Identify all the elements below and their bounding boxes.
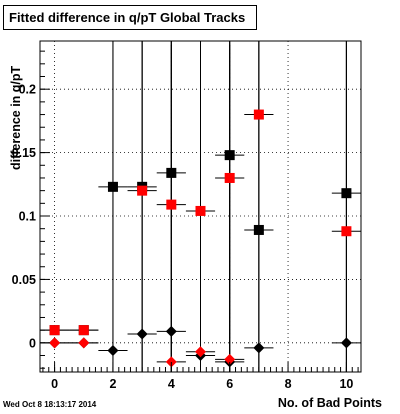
square-marker xyxy=(137,185,148,196)
diamond-marker xyxy=(253,342,265,354)
y-tick-label: 0.1 xyxy=(19,210,36,224)
x-tick-label: 2 xyxy=(109,377,116,391)
diamond-marker xyxy=(49,337,61,349)
x-tick-label: 0 xyxy=(51,377,58,391)
tick-labels: 0 2 4 6 8 10 0 0.05 0.1 0.15 0.2 xyxy=(12,83,354,391)
square-marker xyxy=(341,226,352,237)
data-markers xyxy=(49,109,352,368)
square-marker xyxy=(253,224,264,235)
x-tick-label: 10 xyxy=(339,377,353,391)
square-marker xyxy=(224,150,235,161)
square-marker xyxy=(107,181,118,192)
square-marker xyxy=(49,325,60,336)
y-tick-label: 0.2 xyxy=(19,83,36,97)
diamond-marker xyxy=(136,328,148,340)
diamond-marker xyxy=(165,325,177,337)
square-marker xyxy=(195,205,206,216)
square-marker xyxy=(224,172,235,183)
chart-title: Fitted difference in q/pT Global Tracks xyxy=(3,5,257,30)
square-marker xyxy=(253,109,264,120)
y-tick-label: 0.15 xyxy=(12,146,36,160)
diamond-marker xyxy=(195,346,206,358)
diamond-marker xyxy=(224,353,236,365)
x-tick-label: 8 xyxy=(285,377,292,391)
timestamp: Wed Oct 8 18:13:17 2014 xyxy=(3,400,97,409)
diamond-marker xyxy=(165,356,177,368)
square-marker xyxy=(78,325,89,336)
axis-ticks xyxy=(40,50,359,372)
square-marker xyxy=(341,188,352,199)
x-tick-label: 6 xyxy=(226,377,233,391)
x-axis-label: No. of Bad Points xyxy=(277,396,382,410)
y-tick-label: 0 xyxy=(29,336,36,350)
diamond-marker xyxy=(78,337,90,349)
diamond-marker xyxy=(107,344,119,356)
x-tick-label: 4 xyxy=(168,377,175,391)
diamond-marker xyxy=(340,337,352,349)
square-marker xyxy=(166,199,177,210)
square-marker xyxy=(166,167,177,178)
y-tick-label: 0.05 xyxy=(12,273,36,287)
